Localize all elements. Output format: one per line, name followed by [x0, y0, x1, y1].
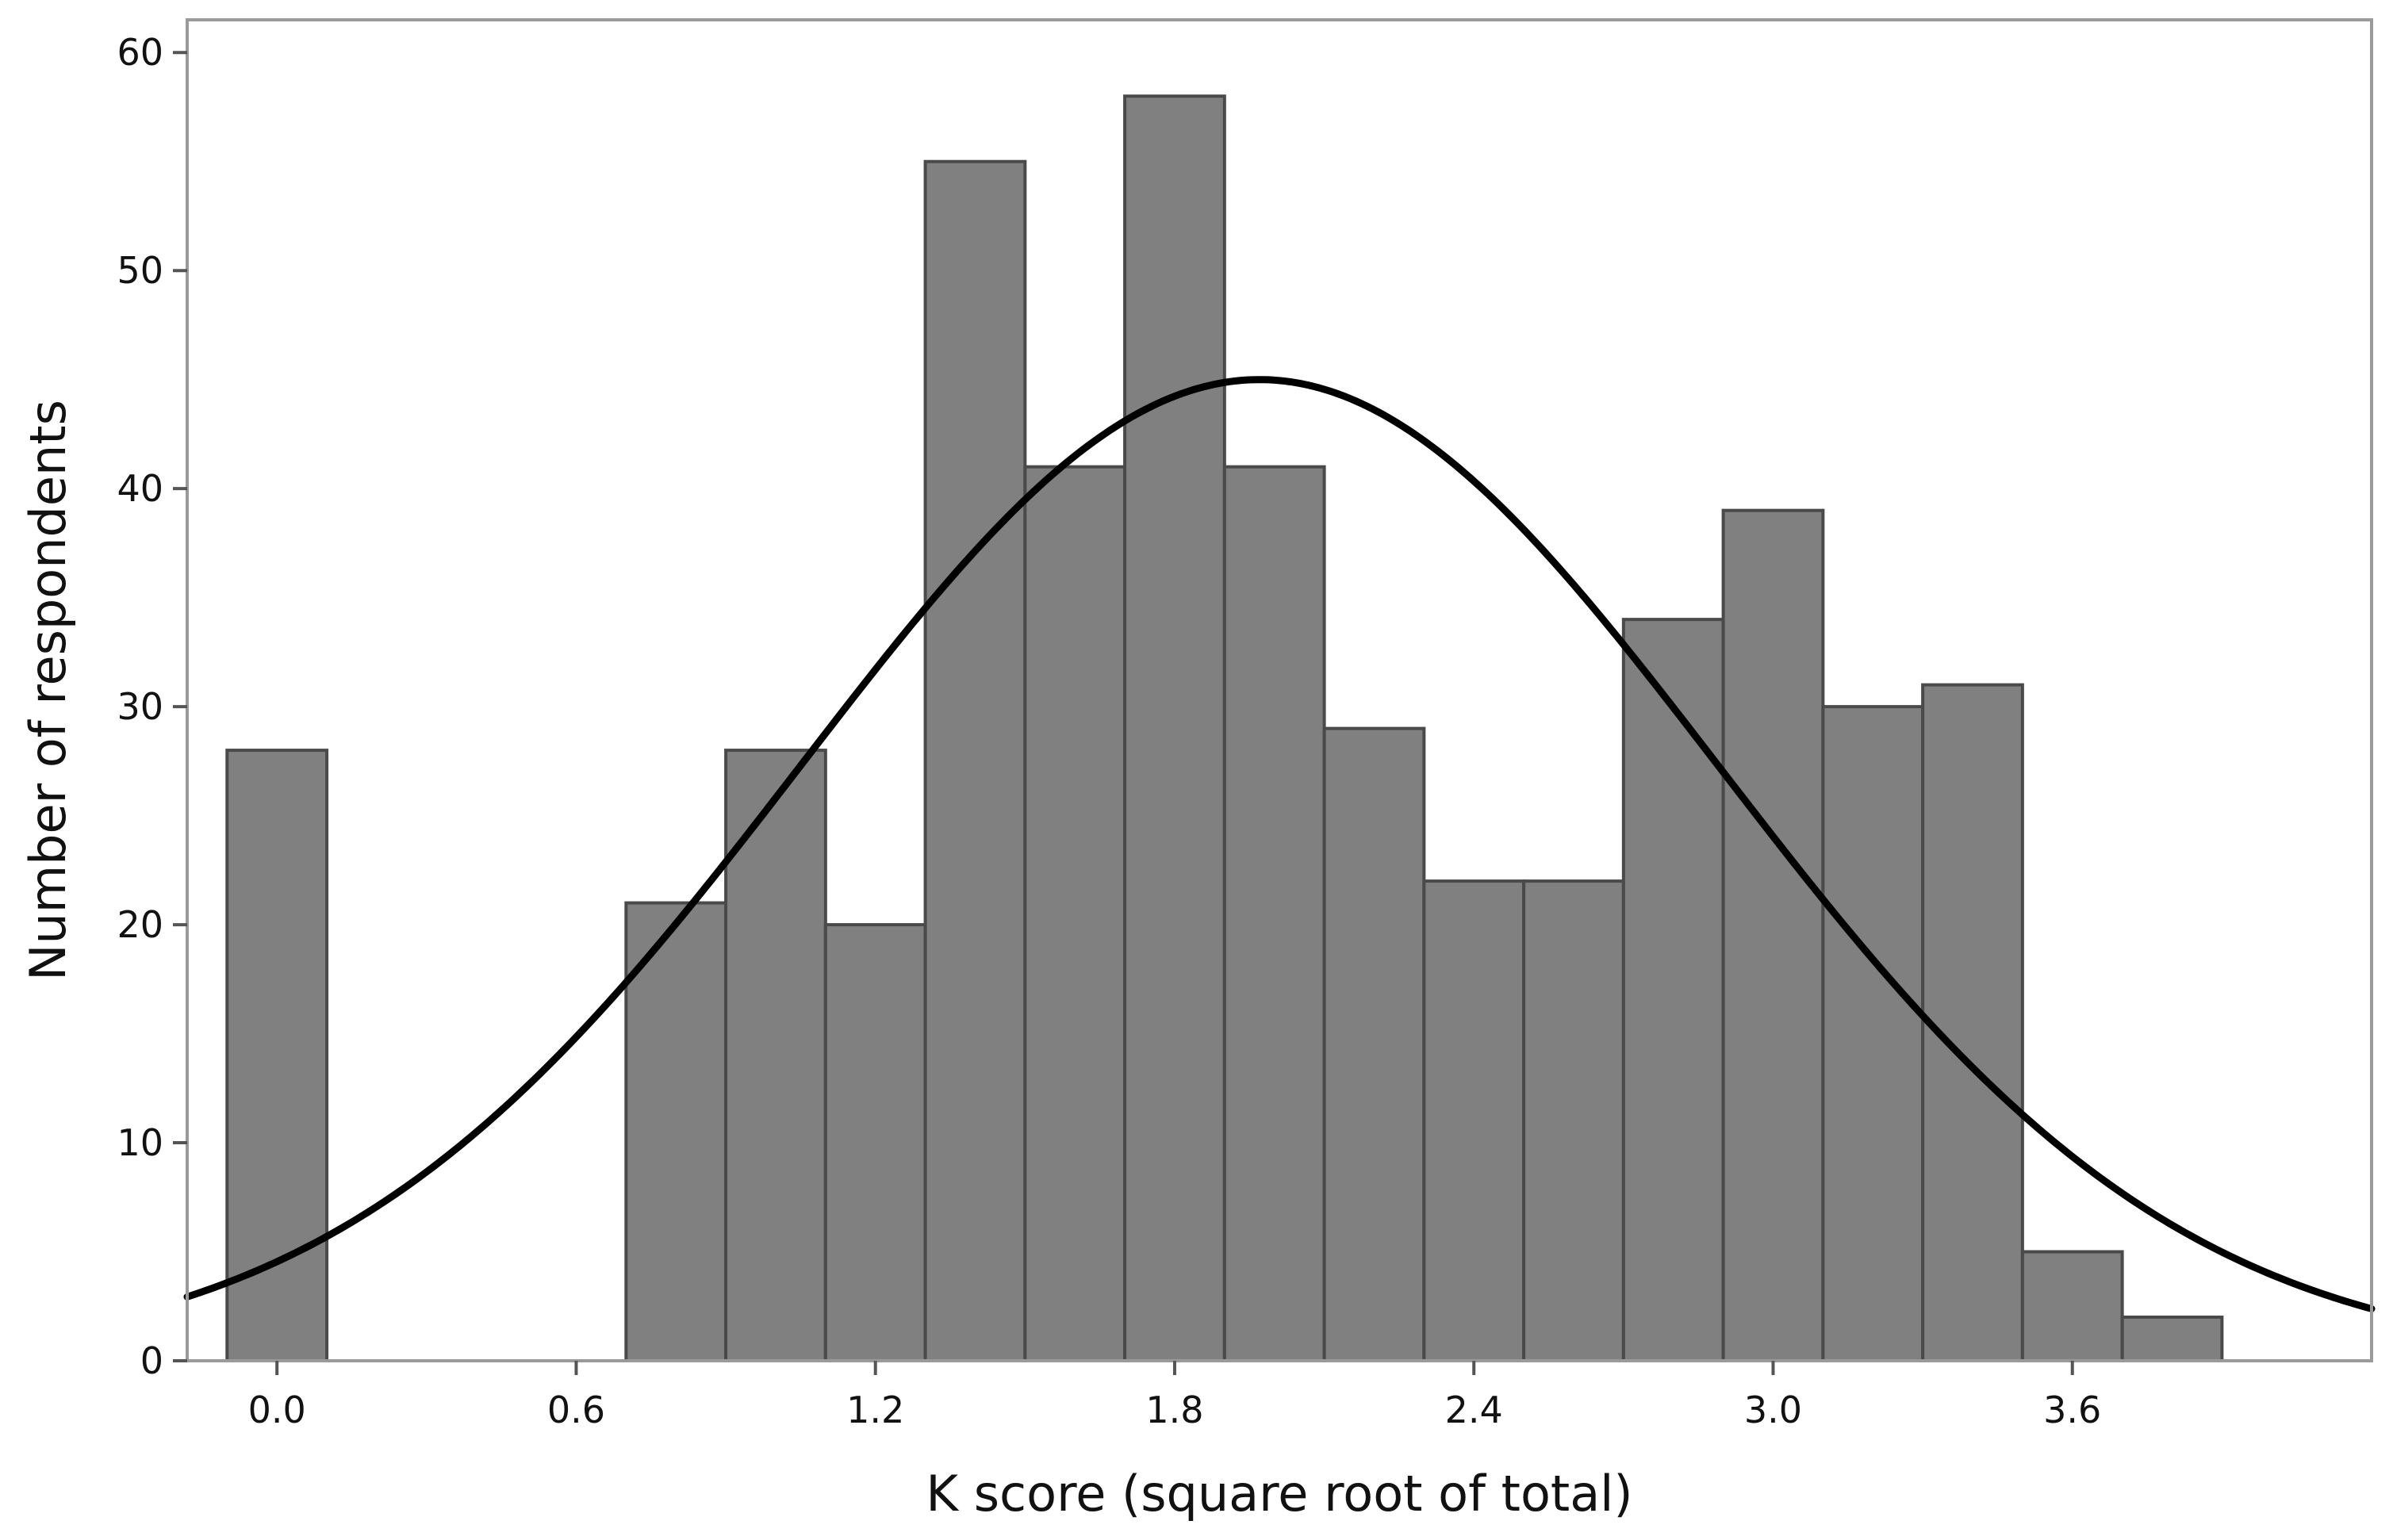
histogram-bar: [823, 923, 927, 1362]
histogram-bar: [724, 749, 827, 1362]
histogram-bar: [1222, 465, 1326, 1363]
y-axis-ticks: 0 10 20 30 40 50 60: [117, 31, 187, 1382]
histogram-bar: [225, 749, 329, 1362]
histogram-bar: [1322, 726, 1426, 1362]
x-axis-title: K score (square root of total): [926, 1465, 1632, 1523]
y-tick-label: 0: [140, 1339, 163, 1382]
bars-layer: [225, 94, 2224, 1363]
y-tick-label: 30: [117, 685, 163, 728]
histogram-bar: [1821, 705, 1925, 1362]
y-tick-label: 10: [117, 1121, 163, 1164]
normal-fit-curve: [183, 376, 2376, 1312]
histogram-bar: [1522, 879, 1625, 1363]
histogram-bar: [624, 901, 728, 1362]
y-tick-label: 40: [117, 467, 163, 510]
x-tick-label: 2.4: [1445, 1389, 1503, 1431]
y-tick-label: 60: [117, 31, 163, 74]
histogram-bar: [1921, 683, 2024, 1362]
x-axis-ticks: 0.0 0.6 1.2 1.8 2.4 3.0 3.6: [248, 1361, 2101, 1431]
y-axis-title: Number of respondents: [19, 400, 77, 981]
histogram-bar: [1721, 508, 1825, 1362]
histogram-bar: [1123, 94, 1226, 1363]
x-tick-label: 3.6: [2043, 1389, 2101, 1431]
histogram-bar: [1422, 879, 1526, 1363]
x-tick-label: 1.8: [1145, 1389, 1203, 1431]
x-tick-label: 0.0: [248, 1389, 306, 1431]
x-tick-label: 3.0: [1744, 1389, 1802, 1431]
y-tick-label: 50: [117, 249, 163, 292]
histogram-bar: [1023, 465, 1127, 1363]
histogram-bar: [923, 159, 1027, 1362]
y-tick-label: 20: [117, 903, 163, 946]
x-tick-label: 1.2: [846, 1389, 904, 1431]
histogram-bar: [1621, 618, 1725, 1362]
x-tick-label: 0.6: [547, 1389, 605, 1431]
histogram-bar: [2120, 1316, 2224, 1363]
histogram-bar: [2020, 1250, 2124, 1363]
plot-frame: [186, 18, 2373, 1362]
